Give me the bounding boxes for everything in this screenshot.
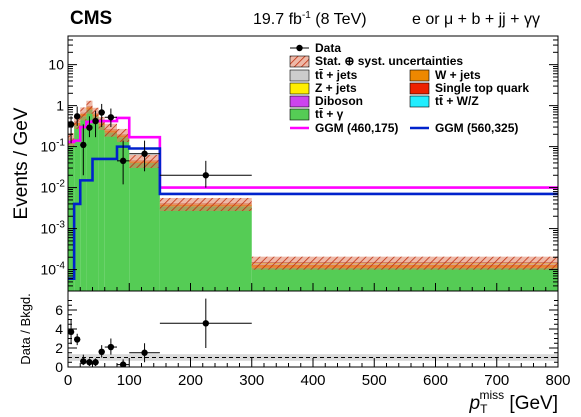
stack-bar-0-0 [68,143,75,291]
stack-bar-0-2 [80,116,87,291]
ratio-point-4 [92,359,99,366]
x-tick-label-4: 400 [300,372,325,389]
data-point-6 [107,114,115,121]
ratio-point-3 [86,359,93,366]
ratio-y-tick-label-3: 6 [55,302,63,318]
ratio-y-tick-label-2: 4 [55,321,63,337]
uncertainty-band-2 [80,107,87,121]
ratio-point-9 [202,320,210,327]
ratio-y-axis-label: Data / Bkgd. [18,293,33,365]
x-tick-label-8: 800 [545,372,570,389]
ratio-point-7 [119,361,127,367]
stack-bar-0-7 [117,137,130,291]
ratio-point-2 [80,358,87,365]
stack-bar-0-6 [104,132,117,291]
legend-stack-5-swatch [289,95,310,108]
legend-stack-4: Single top quark [435,81,529,95]
ratio-y-tick-label-0: 0 [55,359,63,375]
stack-bar-0-3 [86,109,93,291]
y-tick-label-2: 10-2 [41,179,66,196]
y-tick-label-4: 1 [56,98,64,114]
y-tick-label-0: 10-4 [41,261,66,278]
data-point-5 [98,109,105,116]
y-tick-label-3: 10-1 [41,138,66,155]
uncertainty-band-7 [117,128,130,142]
legend-stack-2: tt̄ + jets [315,68,358,82]
x-tick-label-5: 500 [362,372,387,389]
legend-data-swatch [296,44,303,52]
data-point-3 [86,124,93,131]
data-point-7 [119,157,127,165]
y-axis-label: Events / GeV [11,107,32,219]
data-point-2 [80,141,87,149]
x-tick-label-2: 200 [178,372,203,389]
stack-bar-0-5 [98,125,105,291]
x-tick-label-6: 600 [423,372,448,389]
y-tick-label-1: 10-3 [41,220,66,237]
x-tick-label-7: 700 [484,372,509,389]
data-point-0 [68,121,75,128]
legend-stack-6: tt̄ + W/Z [435,94,479,108]
stack-bar-0-4 [92,116,99,291]
ratio-point-8 [141,349,148,356]
x-tick-label-0: 0 [64,372,72,389]
legend-data: Data [315,41,341,55]
y-tick-label-5: 10 [48,57,64,73]
ratio-point-6 [107,343,115,351]
legend-stack-1-swatch [409,69,430,82]
signal-line-1 [68,145,558,280]
ratio-group [68,298,558,367]
legend-stack-5: Diboson [315,94,363,108]
channel-label: e or μ + b + jj + γγ [412,11,540,28]
stack-bar-0-8 [129,162,160,291]
x-axis-label: pTmiss [GeV] [469,388,558,416]
legend-stack-4-swatch [409,82,430,95]
experiment-label: CMS [70,8,112,29]
legend-stack-3-swatch [289,82,310,95]
ratio-point-5 [98,348,105,355]
stack-bar-0-9 [159,206,252,291]
legend-stack-2-swatch [289,69,310,82]
data-point-8 [141,150,148,157]
legend-uncertainty-swatch [289,55,310,68]
legend-signal-0: GGM (460,175) [315,121,398,135]
x-tick-label-3: 300 [239,372,264,389]
ratio-point-1 [73,336,81,343]
legend-signal-1: GGM (560,325) [435,121,518,135]
legend-stack-3: Z + jets [315,81,357,95]
data-point-4 [92,117,99,125]
stack-bar-0-1 [74,125,81,291]
uncertainty-band-9 [159,197,252,211]
uncertainty-band-10 [251,256,558,270]
uncertainty-band-3 [86,100,93,114]
lumi-label: 19.7 fb-1 (8 TeV) [253,10,367,28]
data-point-1 [73,113,81,120]
legend-stack-1: W + jets [435,68,481,82]
stack-group [68,100,558,291]
stack-bar-0-10 [251,267,558,291]
legend-stack-0: tt̄ + γ [315,107,344,121]
legend-uncertainty: Stat. ⊕ syst. uncertainties [315,54,463,68]
legend-stack-0-swatch [289,108,310,121]
x-tick-label-1: 100 [117,372,142,389]
legend-stack-6-swatch [409,95,430,108]
ratio-y-tick-label-1: 2 [55,340,63,356]
top-panel: 10-4 10-3 10-2 10-1 1 10 Events / GeV [11,35,559,292]
uncertainty-band-6 [104,123,117,137]
data-point-9 [202,172,210,179]
